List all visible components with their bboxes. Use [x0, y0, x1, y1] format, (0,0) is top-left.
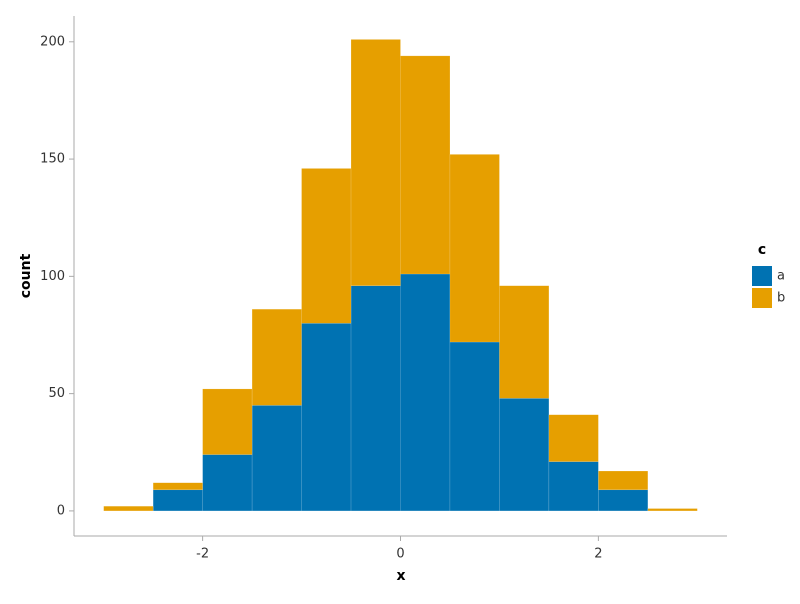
bar	[103, 505, 154, 512]
bar	[548, 414, 599, 462]
legend-label: b	[777, 291, 785, 306]
bar	[548, 461, 599, 512]
legend-label: a	[777, 269, 785, 284]
bar	[400, 273, 451, 512]
y-tick-label: 50	[48, 386, 65, 401]
y-tick-label: 100	[40, 269, 65, 284]
x-tick-label: -2	[196, 547, 209, 562]
bar	[449, 341, 500, 512]
x-tick-label: 0	[396, 547, 404, 562]
bar	[647, 508, 698, 512]
bar	[499, 398, 550, 512]
x-axis-label: x	[396, 568, 405, 584]
bar	[251, 405, 302, 512]
legend-swatch	[752, 288, 772, 308]
bar	[202, 454, 253, 512]
bar	[499, 285, 550, 399]
bar	[152, 482, 203, 491]
y-tick-label: 0	[57, 503, 65, 518]
legend-title: c	[758, 242, 766, 258]
bar	[598, 470, 649, 491]
bar	[251, 308, 302, 406]
bar	[400, 55, 451, 275]
bar	[301, 168, 352, 324]
y-tick-label: 150	[40, 152, 65, 167]
x-tick-label: 2	[594, 547, 602, 562]
y-axis-label: count	[18, 253, 34, 298]
y-tick-label: 200	[40, 34, 65, 49]
bar	[202, 388, 253, 455]
bar	[152, 489, 203, 512]
bar	[350, 39, 401, 286]
bar	[301, 323, 352, 512]
bar	[598, 489, 649, 512]
bar	[350, 285, 401, 512]
bar	[449, 154, 500, 343]
legend-swatch	[752, 266, 772, 286]
